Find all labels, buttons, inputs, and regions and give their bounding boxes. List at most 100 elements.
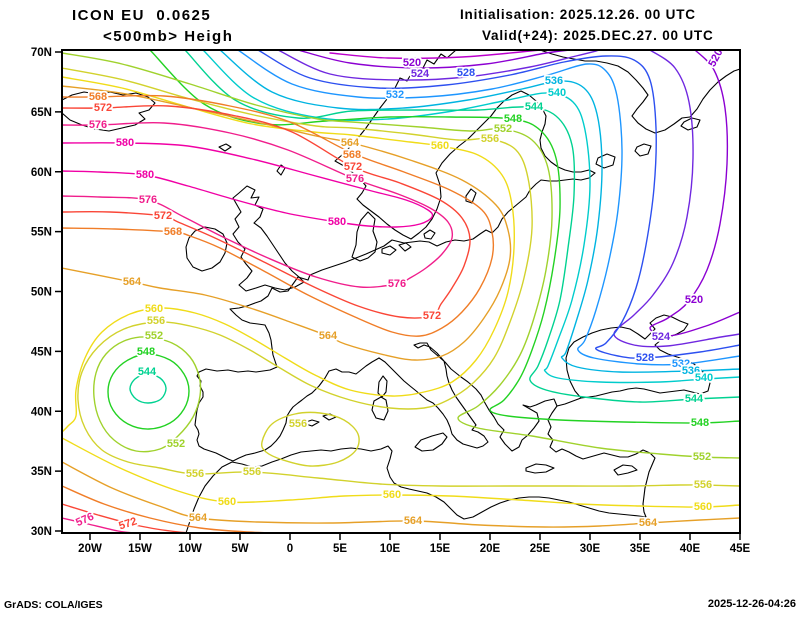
coastline-path (351, 211, 378, 262)
contour-label-528: 528 (636, 352, 654, 364)
contour-label-544: 544 (525, 101, 544, 113)
contour-label-572: 572 (94, 102, 112, 114)
contour-line-520 (297, 50, 571, 69)
coastline-path (307, 172, 596, 281)
contour-label-576: 576 (388, 278, 406, 290)
contour-label-564: 564 (639, 517, 658, 529)
contour-label-552: 552 (145, 330, 163, 342)
contour-label-568: 568 (89, 91, 107, 103)
contour-line-552 (93, 336, 202, 453)
coastline-path (302, 413, 337, 427)
contour-label-560: 560 (145, 303, 163, 315)
contour-label-572: 572 (117, 515, 138, 532)
contour-line-548 (107, 353, 190, 430)
x-axis-tick-label: 15W (128, 543, 152, 555)
coastline-path (371, 396, 389, 421)
contour-line-564 (62, 85, 512, 361)
y-axis-tick-label: 55N (31, 227, 52, 239)
x-axis-tick-label: 10E (380, 543, 401, 555)
coastline-path (595, 153, 616, 169)
x-axis-tick-label: 45E (730, 543, 751, 555)
x-axis-tick-label: 5E (333, 543, 347, 555)
contour-label-552: 552 (693, 451, 711, 463)
contour-line-536 (219, 50, 740, 373)
coastline-path (377, 375, 388, 398)
contour-label-580: 580 (136, 169, 154, 181)
coastline-path (381, 229, 436, 256)
contour-label-572: 572 (154, 210, 172, 222)
contour-label-540: 540 (548, 87, 566, 99)
coastline-path (62, 91, 156, 132)
contour-line-572 (62, 104, 471, 319)
coastline-path (465, 188, 477, 204)
contour-label-528: 528 (457, 67, 475, 79)
coastlines-layer (62, 50, 740, 533)
x-axis-tick-label: 15E (430, 543, 451, 555)
contour-line-528 (257, 50, 740, 359)
contour-line-520 (649, 50, 740, 337)
y-axis-tick-label: 50N (31, 287, 52, 299)
y-axis-tick-label: 30N (31, 526, 52, 538)
coastline-path (634, 143, 652, 157)
contour-label-552: 552 (167, 438, 185, 450)
coastline-path (185, 226, 228, 272)
axes-layer: 20W 15W 10W 5W 0 5E 10E 15E 20E 25E 30E 35E 40E 45E 70… (31, 47, 751, 555)
coastline-path (334, 50, 596, 240)
contours-layer (62, 50, 740, 533)
contour-line-556 (62, 67, 740, 487)
contour-label-556: 556 (481, 133, 499, 145)
contour-label-532: 532 (386, 89, 404, 101)
x-axis-tick-label: 35E (630, 543, 651, 555)
coastline-path (414, 432, 448, 452)
contour-label-556: 556 (186, 468, 204, 480)
contour-label-540: 540 (695, 372, 713, 384)
contour-label-544: 544 (138, 366, 157, 378)
contour-line-576 (62, 121, 454, 288)
contour-line-552 (62, 52, 740, 459)
contour-line-524 (613, 50, 740, 348)
contour-line-544 (184, 50, 740, 403)
x-axis-tick-label: 40E (680, 543, 701, 555)
contour-label-576: 576 (139, 194, 157, 206)
contour-line-516 (329, 50, 541, 60)
contour-label-568: 568 (164, 226, 182, 238)
coastline-path (539, 50, 740, 134)
x-axis-tick-label: 0 (287, 543, 293, 555)
coastline-path (232, 185, 305, 292)
contour-label-520: 520 (403, 57, 421, 69)
contour-label-564: 564 (189, 512, 208, 524)
contour-label-572: 572 (423, 310, 441, 322)
contour-label-576: 576 (346, 173, 364, 185)
contour-line-568 (62, 94, 495, 337)
contour-label-524: 524 (652, 331, 671, 343)
x-axis-tick-label: 5W (231, 543, 248, 555)
contour-label-556: 556 (147, 315, 165, 327)
contour-label-548: 548 (504, 113, 522, 125)
y-axis-tick-label: 40N (31, 406, 52, 418)
contour-label-548: 548 (691, 417, 709, 429)
contour-label-548: 548 (137, 346, 155, 358)
contour-label-536: 536 (682, 365, 700, 377)
contour-label-564: 564 (319, 330, 338, 342)
contour-label-560: 560 (431, 140, 449, 152)
contour-label-556: 556 (289, 418, 307, 430)
x-axis-tick-label: 20W (78, 543, 102, 555)
contour-line-580 (62, 142, 434, 228)
y-axis-tick-label: 65N (31, 107, 52, 119)
contour-label-564: 564 (341, 137, 360, 149)
map-frame (61, 49, 741, 534)
coastline-path (218, 143, 232, 152)
coastline-path (525, 463, 555, 474)
x-axis-tick-label: 20E (480, 543, 501, 555)
contour-label-564: 564 (404, 515, 423, 527)
model-title: ICON EU 0.0625 (72, 7, 211, 24)
y-axis-tick-label: 70N (31, 47, 52, 59)
y-axis-tick-label: 45N (31, 346, 52, 358)
field-title: <500mb> Heigh (103, 28, 233, 45)
contour-label-580: 580 (116, 137, 134, 149)
contour-label-556: 556 (243, 466, 261, 478)
contour-line-532 (237, 50, 740, 366)
